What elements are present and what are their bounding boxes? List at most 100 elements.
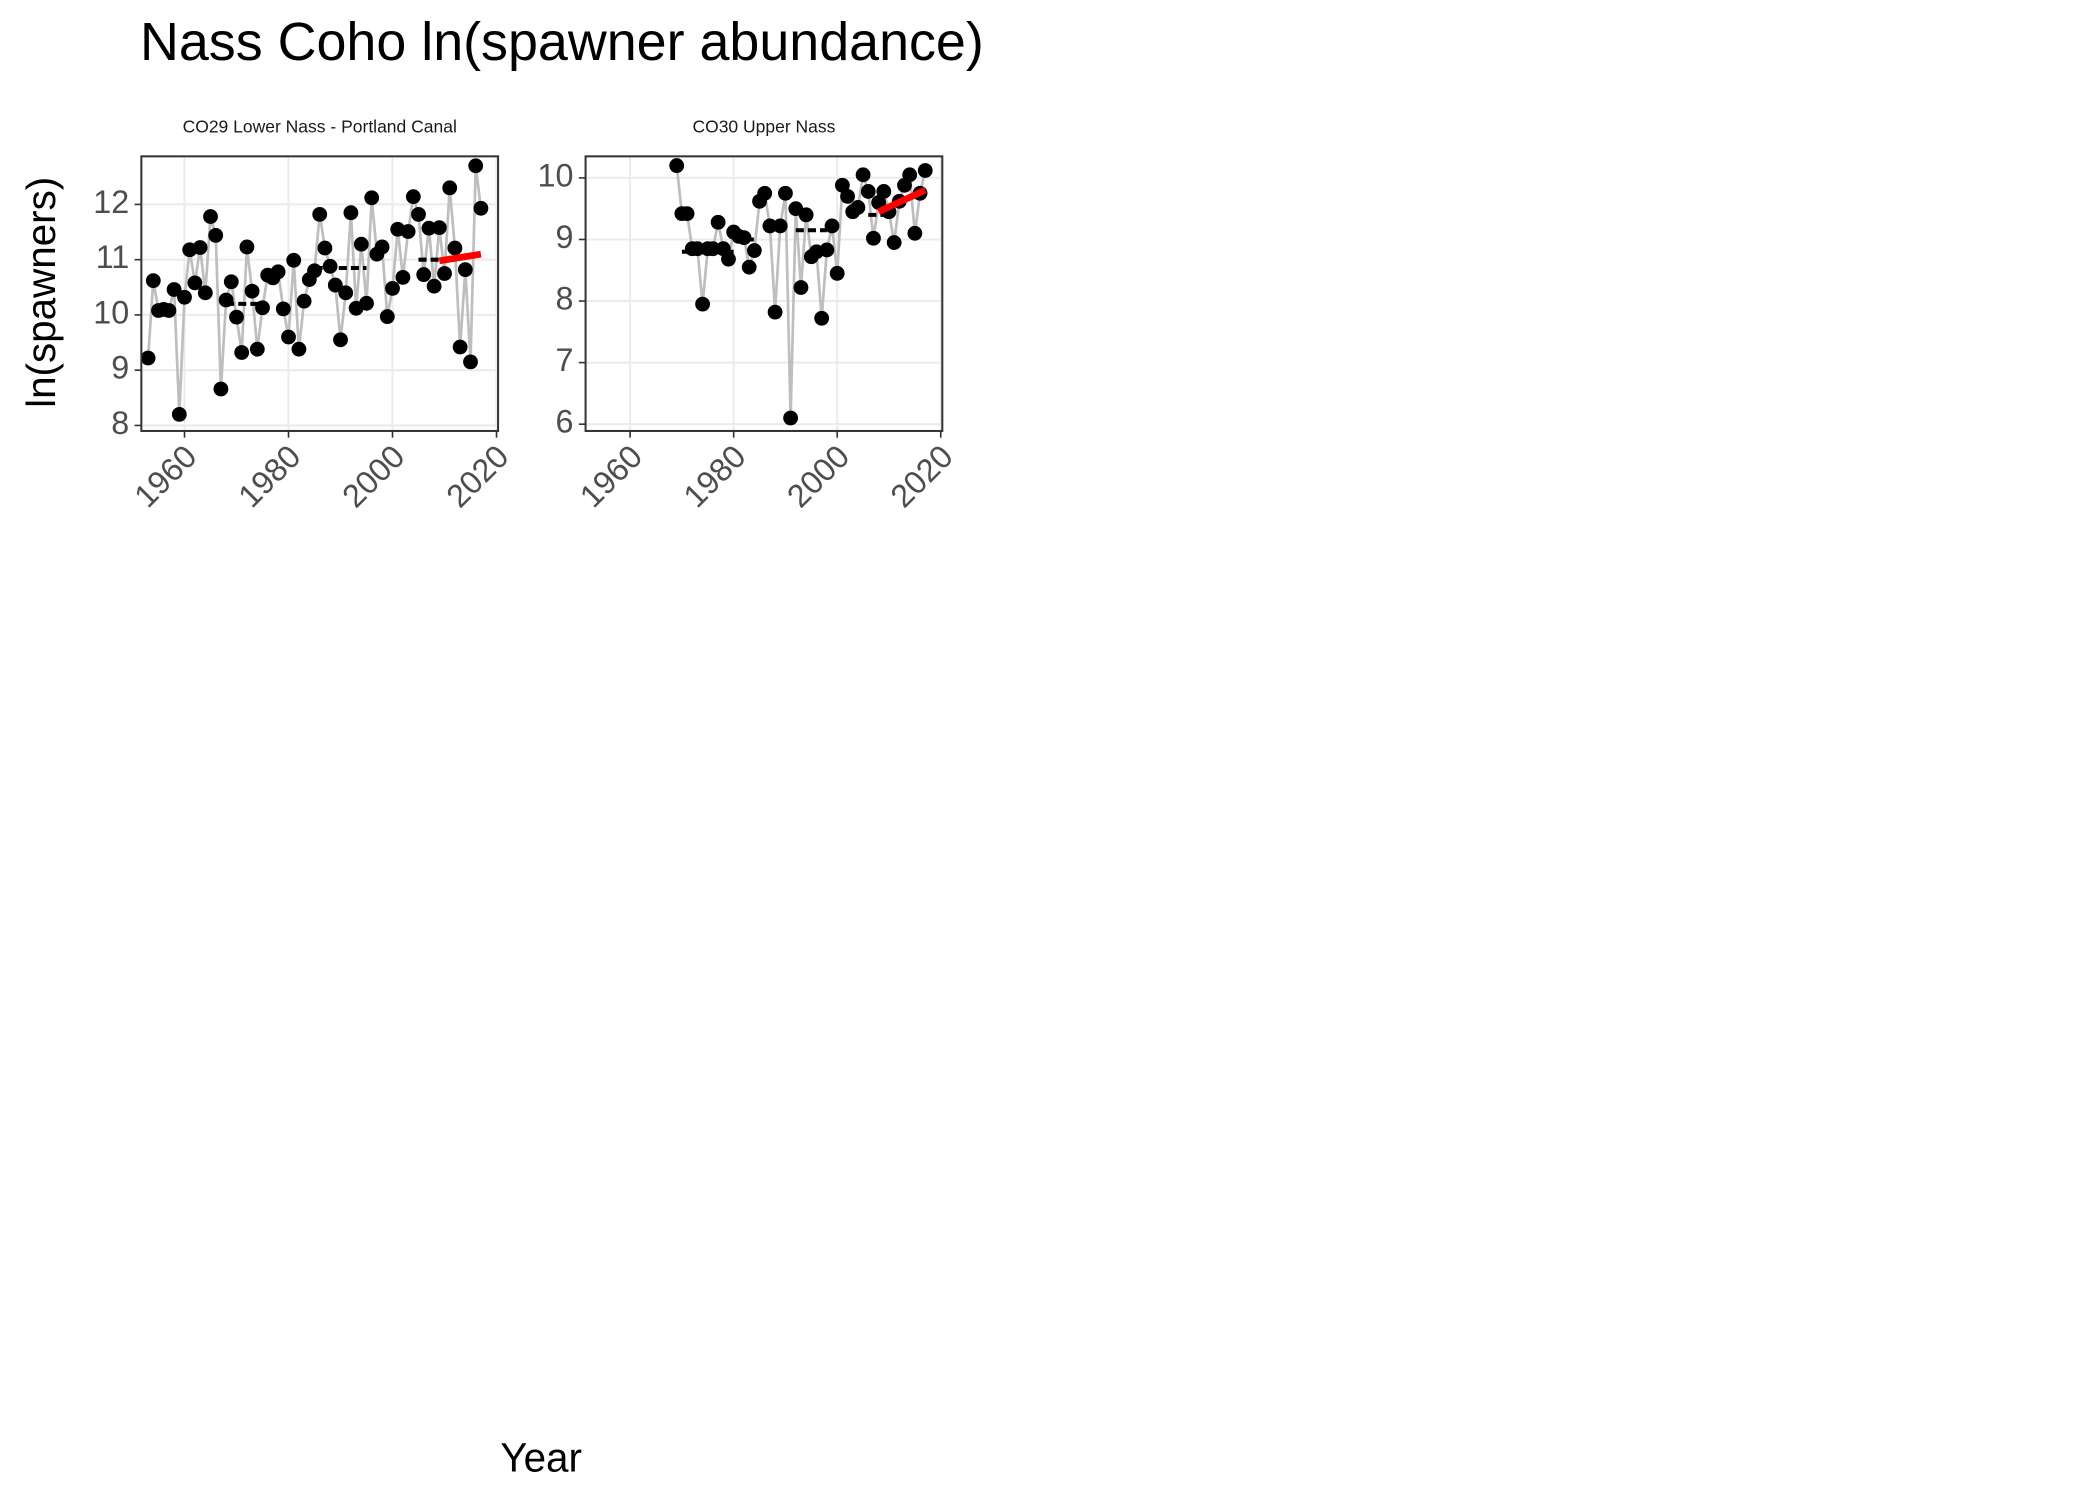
data-point — [834, 177, 850, 193]
data-point — [757, 185, 773, 201]
data-point — [426, 278, 442, 294]
data-point — [762, 218, 778, 234]
data-point — [793, 280, 809, 295]
data-point — [767, 304, 783, 320]
data-point — [431, 220, 447, 236]
x-axis-label: Year — [500, 1434, 582, 1480]
data-point — [353, 236, 369, 252]
data-point — [203, 209, 218, 224]
data-point — [442, 180, 458, 196]
data-point — [379, 309, 395, 324]
x-tick-label: 2020 — [884, 438, 960, 514]
y-tick-label: 11 — [96, 239, 130, 275]
trend-line — [438, 250, 482, 265]
data-point — [860, 184, 876, 199]
data-point — [907, 225, 923, 241]
x-tick-label: 2000 — [780, 438, 856, 514]
chart-title: Nass Coho ln(spawner abundance) — [140, 12, 984, 72]
data-point — [871, 195, 887, 210]
y-tick-label: 9 — [555, 219, 573, 255]
data-point — [741, 259, 757, 275]
data-point — [437, 266, 452, 281]
data-point — [312, 206, 328, 222]
plot-border — [584, 155, 944, 432]
data-point — [452, 339, 468, 355]
data-point — [275, 301, 291, 317]
data-point — [814, 310, 830, 326]
data-point — [234, 345, 250, 360]
data-point — [322, 258, 338, 274]
data-point — [447, 240, 463, 256]
data-point — [405, 189, 421, 205]
data-point — [374, 239, 390, 255]
data-point — [917, 163, 933, 178]
x-tick-label: 1980 — [676, 438, 752, 514]
data-point — [695, 296, 710, 312]
data-point — [416, 267, 432, 282]
data-point — [286, 252, 302, 268]
data-point — [343, 205, 359, 221]
x-tick-label: 1960 — [573, 438, 649, 514]
data-point — [223, 274, 239, 290]
data-point — [855, 167, 871, 183]
data-point — [819, 242, 835, 258]
data-point — [866, 230, 881, 246]
data-point — [411, 206, 426, 222]
data-point — [270, 264, 286, 280]
data-point — [385, 281, 400, 296]
data-point — [710, 214, 726, 230]
data-point — [291, 341, 307, 357]
data-point — [850, 200, 866, 215]
plot-border — [140, 155, 500, 432]
data-point — [840, 188, 855, 204]
data-point — [783, 410, 799, 426]
y-tick-label: 8 — [555, 281, 573, 317]
data-point — [229, 309, 244, 325]
data-point — [239, 239, 255, 255]
data-point — [876, 184, 892, 199]
data-point — [177, 289, 192, 305]
data-point — [327, 277, 343, 293]
x-tick-label: 2020 — [439, 438, 515, 514]
data-point — [463, 354, 478, 370]
y-tick-label: 9 — [111, 350, 129, 386]
y-tick-label: 6 — [555, 404, 573, 440]
data-point — [218, 292, 234, 308]
data-point — [746, 243, 762, 258]
plot-background — [141, 156, 499, 431]
y-tick-label: 10 — [538, 157, 574, 193]
data-point — [902, 167, 918, 183]
data-point — [690, 241, 705, 257]
y-axis-label: ln(spawners) — [18, 177, 64, 408]
data-point — [187, 275, 203, 291]
x-tick-label: 2000 — [335, 438, 411, 514]
data-point — [197, 285, 213, 301]
y-tick-label: 10 — [93, 294, 129, 330]
data-point — [457, 262, 473, 278]
data-point — [249, 341, 265, 357]
data-point — [161, 303, 177, 318]
data-point — [824, 218, 840, 234]
data-point — [333, 332, 348, 348]
data-point — [778, 185, 793, 201]
x-tick-label: 1960 — [127, 438, 203, 514]
data-point — [705, 241, 721, 257]
data-point — [192, 240, 208, 255]
data-point — [244, 283, 260, 299]
y-tick-label: 12 — [93, 184, 129, 220]
data-point — [679, 206, 695, 222]
data-point — [736, 230, 752, 246]
data-point — [473, 200, 489, 216]
data-point — [140, 350, 156, 366]
data-point — [171, 406, 187, 422]
data-point — [208, 227, 224, 243]
panel-title: CO29 Lower Nass - Portland Canal — [183, 117, 457, 137]
data-point — [281, 329, 296, 345]
data-point — [296, 293, 312, 309]
data-point — [395, 269, 411, 285]
data-point — [669, 158, 685, 173]
data-point — [213, 381, 229, 397]
data-point — [829, 265, 845, 281]
